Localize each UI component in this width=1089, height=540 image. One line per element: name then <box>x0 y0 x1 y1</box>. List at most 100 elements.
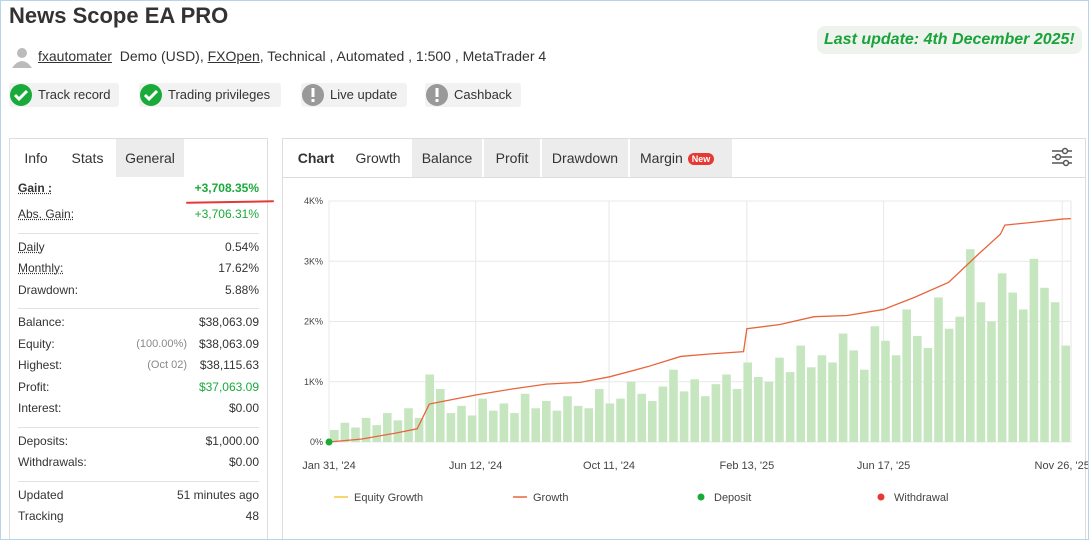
badge-label: Track record <box>38 87 111 102</box>
legend-swatch <box>697 493 705 501</box>
x-tick-label: Jan 31, '24 <box>302 460 355 472</box>
daily-bar <box>383 413 392 442</box>
tab-label: Margin <box>640 150 683 166</box>
stat-row: Gain : +3,708.35% <box>18 181 259 197</box>
growth-line <box>328 217 1072 443</box>
stat-value: $0.00 <box>228 401 259 415</box>
stat-value: $38,063.09 <box>198 315 259 329</box>
deposit-marker <box>325 438 333 446</box>
daily-bar <box>499 403 509 442</box>
daily-bar <box>1008 292 1017 442</box>
y-tick-label: 2K% <box>304 317 323 327</box>
daily-bar <box>531 408 540 442</box>
stat-row: Monthly: 17.62% <box>18 261 259 277</box>
stat-value: $37,063.09 <box>198 379 259 394</box>
chart-tab[interactable]: Balance <box>412 139 482 177</box>
y-tick-label: 3K% <box>304 256 323 266</box>
stat-value: +3,706.31% <box>194 207 259 221</box>
daily-bar <box>425 374 434 442</box>
daily-bar <box>870 326 880 442</box>
daily-bar <box>520 393 530 442</box>
daily-bar <box>436 388 445 442</box>
daily-bar <box>743 362 752 442</box>
title: News Scope EA PRO <box>9 3 229 28</box>
daily-bar <box>732 388 742 442</box>
chart-tab[interactable]: Profit <box>484 139 540 177</box>
daily-bar <box>616 398 625 442</box>
daily-bar <box>722 374 731 442</box>
badge-icon <box>10 84 32 106</box>
user-link[interactable]: fxautomater <box>38 48 112 64</box>
daily-bar <box>584 408 593 442</box>
legend-label: Growth <box>533 492 568 504</box>
daily-bar <box>595 388 604 442</box>
stat-value: $0.00 <box>228 455 259 469</box>
new-badge: New <box>687 153 715 165</box>
separator <box>18 308 259 309</box>
daily-bar <box>754 376 763 442</box>
daily-bar <box>361 417 371 442</box>
chart-tab[interactable]: Margin New <box>630 139 732 177</box>
daily-bar <box>393 420 403 442</box>
account-text: , Technical , Automated , 1:500 , MetaTr… <box>259 48 547 64</box>
last-update: Last update: 4th December 2025! <box>817 26 1082 54</box>
chart-tab[interactable]: Growth <box>345 139 411 177</box>
stats-tab[interactable]: General <box>116 139 184 177</box>
stat-note: (Oct 02) <box>147 359 187 371</box>
daily-bar <box>838 333 848 442</box>
stat-row: Interest: $0.00 <box>18 401 259 417</box>
daily-bar <box>552 410 562 442</box>
daily-bar <box>891 355 901 442</box>
broker-link[interactable]: FXOpen <box>207 48 260 64</box>
daily-bar <box>669 369 678 442</box>
daily-bar <box>1029 258 1039 442</box>
stat-label: Daily <box>18 239 45 254</box>
daily-bar <box>626 381 636 442</box>
stat-label: Abs. Gain: <box>18 207 75 221</box>
stat-row: Equity: (100.00%) $38,063.09 <box>18 337 259 353</box>
daily-bar <box>913 335 922 442</box>
settings-icon[interactable] <box>1051 147 1073 167</box>
daily-bar <box>414 417 424 442</box>
separator <box>18 480 259 482</box>
daily-bar <box>785 372 795 442</box>
stat-value: 5.88% <box>224 282 259 297</box>
stats-tab[interactable]: Info <box>13 139 59 177</box>
stat-row: Abs. Gain: +3,706.31% <box>18 207 259 223</box>
daily-bar <box>467 415 477 442</box>
stat-row: Updated 51 minutes ago <box>18 488 259 504</box>
daily-bar <box>340 422 350 442</box>
stat-row: Deposits: $1,000.00 <box>18 434 259 450</box>
stat-value: $38,115.63 <box>199 358 259 372</box>
daily-bar <box>701 396 710 442</box>
daily-bar <box>775 357 784 442</box>
stat-label: Deposits: <box>18 433 69 448</box>
x-tick-label: Jun 17, '25 <box>857 460 910 472</box>
daily-bar <box>542 401 551 442</box>
daily-bar <box>807 367 816 442</box>
stat-value: $38,063.09 <box>198 336 259 351</box>
x-tick-label: Jun 12, '24 <box>449 460 502 472</box>
chart-panel: Chart Growth Balance Profit Drawdown Margin Ne… <box>282 138 1086 539</box>
daily-bar <box>658 386 668 442</box>
badge-icon <box>426 84 448 106</box>
daily-bar <box>902 309 911 442</box>
stat-note: (100.00%) <box>136 337 187 350</box>
daily-bar <box>817 355 827 442</box>
stat-row: Withdrawals: $0.00 <box>18 455 259 471</box>
daily-bar <box>457 405 466 442</box>
stat-row: Tracking 48 <box>18 509 259 525</box>
chart-tab[interactable]: Drawdown <box>542 139 628 177</box>
chart-tab[interactable]: Chart <box>287 139 345 177</box>
stat-value: 0.54% <box>224 239 259 254</box>
stat-label: Drawdown: <box>18 282 79 297</box>
stat-label: Profit: <box>18 379 50 394</box>
badge: Trading privileges <box>139 83 281 107</box>
stat-value: 48 <box>245 509 259 523</box>
daily-bar <box>849 350 858 442</box>
daily-bar <box>976 302 986 442</box>
avatar <box>12 48 32 68</box>
stats-tab[interactable]: Stats <box>59 139 116 177</box>
stat-label: Equity: <box>18 336 55 351</box>
